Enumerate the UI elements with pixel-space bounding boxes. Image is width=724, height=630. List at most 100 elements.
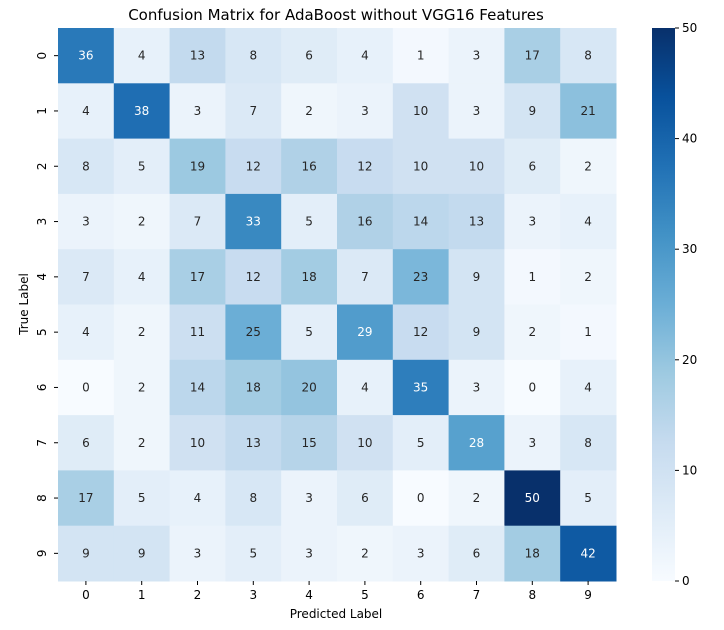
heatmap-cell bbox=[337, 249, 394, 305]
heatmap-cell bbox=[448, 193, 505, 250]
cell-value-label: 4 bbox=[584, 215, 592, 229]
heatmap-cell bbox=[448, 525, 505, 582]
heatmap-cell bbox=[281, 415, 338, 471]
heatmap-cell bbox=[392, 138, 450, 195]
cell-value-label: 14 bbox=[190, 380, 205, 394]
heatmap-cell bbox=[560, 28, 617, 84]
cell-value-label: 6 bbox=[82, 436, 90, 450]
chart-title: Confusion Matrix for AdaBoost without VG… bbox=[128, 6, 544, 24]
x-tick-label: 3 bbox=[249, 588, 257, 602]
heatmap-cell bbox=[448, 359, 505, 416]
cell-value-label: 12 bbox=[246, 270, 261, 284]
cell-value-label: 13 bbox=[469, 215, 484, 229]
heatmap-cell bbox=[169, 525, 226, 582]
cell-value-label: 2 bbox=[305, 104, 313, 118]
heatmap-cell bbox=[448, 304, 505, 361]
cell-value-label: 10 bbox=[469, 159, 484, 173]
cell-value-label: 13 bbox=[190, 49, 205, 63]
heatmap-cell bbox=[225, 415, 282, 471]
cell-value-label: 23 bbox=[413, 270, 428, 284]
heatmap-cell bbox=[225, 249, 282, 305]
cell-value-label: 10 bbox=[190, 436, 205, 450]
cell-value-label: 0 bbox=[82, 380, 90, 394]
cell-value-label: 13 bbox=[246, 436, 261, 450]
heatmap-cell bbox=[113, 304, 171, 361]
cell-value-label: 9 bbox=[528, 104, 536, 118]
y-tick-label: 5 bbox=[35, 328, 49, 336]
y-tick-label: 0 bbox=[35, 52, 49, 60]
heatmap-cell bbox=[58, 525, 115, 582]
cell-value-label: 2 bbox=[138, 436, 146, 450]
cell-value-label: 5 bbox=[417, 436, 425, 450]
colorbar-tick-label: 10 bbox=[682, 463, 697, 477]
heatmap-cell bbox=[560, 249, 617, 305]
heatmap-cell bbox=[281, 28, 338, 84]
heatmap-cell bbox=[448, 28, 505, 84]
cell-value-label: 21 bbox=[580, 104, 595, 118]
heatmap-cell bbox=[169, 83, 226, 140]
cell-value-label: 4 bbox=[361, 380, 369, 394]
cell-value-label: 7 bbox=[249, 104, 257, 118]
heatmap-cell bbox=[560, 304, 617, 361]
cell-value-label: 4 bbox=[82, 104, 90, 118]
heatmap-cell bbox=[113, 470, 171, 527]
heatmap-cell bbox=[392, 470, 450, 527]
heatmap-cell bbox=[560, 83, 617, 140]
heatmap-cell bbox=[113, 28, 171, 84]
cell-value-label: 3 bbox=[305, 491, 313, 505]
cell-value-label: 20 bbox=[301, 380, 316, 394]
heatmap-cell bbox=[337, 28, 394, 84]
cell-value-label: 16 bbox=[357, 215, 372, 229]
heatmap-cell bbox=[392, 83, 450, 140]
heatmap-cell bbox=[504, 193, 561, 250]
heatmap-cell bbox=[504, 359, 561, 416]
cell-value-label: 12 bbox=[246, 159, 261, 173]
heatmap-cell bbox=[58, 193, 115, 250]
cell-value-label: 5 bbox=[305, 325, 313, 339]
cell-value-label: 3 bbox=[361, 104, 369, 118]
cell-value-label: 50 bbox=[525, 491, 540, 505]
cell-value-label: 15 bbox=[301, 436, 316, 450]
heatmap-cell bbox=[58, 83, 115, 140]
cell-value-label: 3 bbox=[417, 546, 425, 560]
heatmap-cell bbox=[281, 83, 338, 140]
cell-value-label: 9 bbox=[473, 270, 481, 284]
heatmap-cell bbox=[337, 470, 394, 527]
heatmap-cell bbox=[337, 304, 394, 361]
cell-value-label: 6 bbox=[528, 159, 536, 173]
x-tick-label: 5 bbox=[361, 588, 369, 602]
heatmap-cell bbox=[281, 193, 338, 250]
x-tick-label: 1 bbox=[138, 588, 146, 602]
heatmap-cell bbox=[448, 249, 505, 305]
heatmap-cell bbox=[337, 138, 394, 195]
heatmap-cell bbox=[225, 138, 282, 195]
heatmap-cell bbox=[504, 470, 561, 527]
cell-value-label: 3 bbox=[305, 546, 313, 560]
x-tick-label: 4 bbox=[305, 588, 313, 602]
cell-value-label: 3 bbox=[194, 104, 202, 118]
x-tick-label: 2 bbox=[194, 588, 202, 602]
cell-value-label: 5 bbox=[138, 491, 146, 505]
heatmap-cell bbox=[225, 28, 282, 84]
colorbar-tick-label: 20 bbox=[682, 353, 697, 367]
colorbar bbox=[652, 28, 675, 581]
cell-value-label: 4 bbox=[361, 49, 369, 63]
heatmap-cell bbox=[58, 415, 115, 471]
heatmap-cell bbox=[337, 359, 394, 416]
cell-value-label: 1 bbox=[417, 49, 425, 63]
heatmap-cell bbox=[169, 193, 226, 250]
cell-value-label: 2 bbox=[584, 159, 592, 173]
cell-value-label: 5 bbox=[305, 215, 313, 229]
cell-value-label: 3 bbox=[528, 215, 536, 229]
y-axis-ticks: 0 1 2 3 4 5 6 7 8 9 bbox=[35, 52, 58, 557]
heatmap-cell bbox=[504, 83, 561, 140]
heatmap-cell bbox=[281, 138, 338, 195]
x-tick-label: 6 bbox=[417, 588, 425, 602]
cell-value-label: 19 bbox=[190, 159, 205, 173]
heatmap-cell bbox=[504, 304, 561, 361]
cell-value-label: 0 bbox=[528, 380, 536, 394]
cell-value-label: 8 bbox=[584, 436, 592, 450]
cell-value-label: 3 bbox=[528, 436, 536, 450]
cell-value-label: 2 bbox=[138, 380, 146, 394]
heatmap-cell bbox=[58, 28, 115, 84]
